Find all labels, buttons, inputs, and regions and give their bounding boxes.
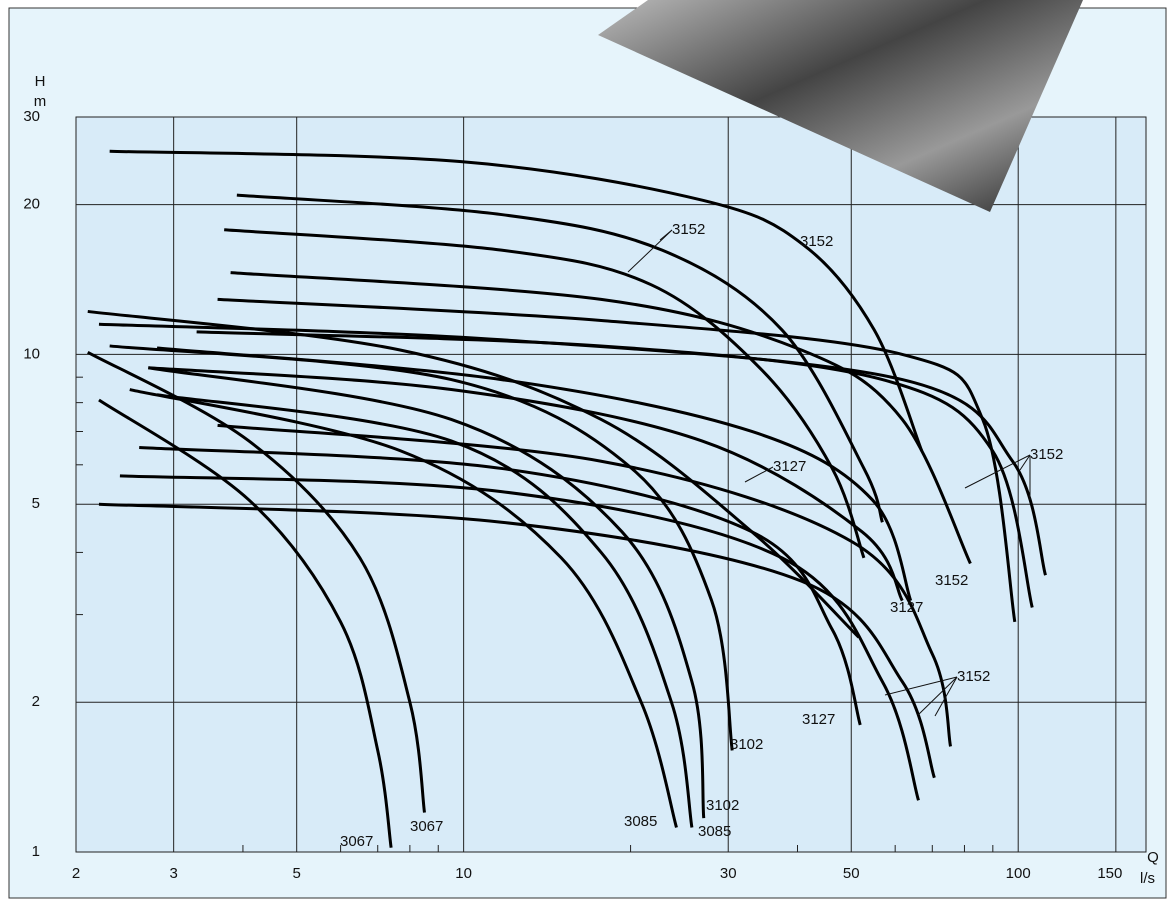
- leader-line: [964, 454, 1031, 489]
- pump-curve: [109, 344, 734, 751]
- leader-line: [1019, 454, 1031, 471]
- curve-label: 3067: [410, 818, 443, 835]
- labels: 2 3 5 10 30 50 100 150 1 2 5 10 20 30 3152 3152 3152 3127…: [23, 108, 1122, 882]
- x-tick-label: 3: [169, 865, 177, 882]
- x-tick-label: 10: [455, 865, 472, 882]
- y-tick-label: 1: [32, 843, 40, 860]
- curve-label: 3127: [890, 599, 923, 616]
- curve-label: 3085: [698, 823, 731, 840]
- curve-label: 3152: [957, 668, 990, 685]
- leader-line: [884, 676, 958, 696]
- pump-curve: [156, 393, 694, 828]
- x-tick-label: 5: [293, 865, 301, 882]
- y-tick-label: 10: [23, 345, 40, 362]
- curve-label: 3102: [730, 736, 763, 753]
- leader-line: [917, 676, 958, 716]
- x-tick-label: 150: [1097, 865, 1122, 882]
- pump-curve: [98, 502, 936, 779]
- pump-curve: [217, 297, 1017, 623]
- y-tick-label: 30: [23, 108, 40, 125]
- plot-area: [75, 116, 1147, 853]
- x-unit: l/s: [1140, 870, 1155, 887]
- leader-line: [934, 676, 958, 717]
- y-tick-label: 20: [23, 196, 40, 213]
- pump-curve: [129, 388, 678, 828]
- y-tick-label: 5: [32, 495, 40, 512]
- pump-curve: [148, 366, 904, 602]
- curve-label: 3127: [802, 711, 835, 728]
- pump-curve: [87, 350, 426, 813]
- pump-curve: [236, 193, 884, 523]
- pump-curve: [217, 423, 952, 747]
- curve-label: 3127: [773, 458, 806, 475]
- pump-curve: [148, 366, 706, 819]
- curve-label: 3152: [935, 572, 968, 589]
- curve-label: 3085: [624, 813, 657, 830]
- curve-label: 3152: [800, 233, 833, 250]
- x-tick-label: 2: [72, 865, 80, 882]
- curve-label: 3152: [1030, 446, 1063, 463]
- y-unit: m: [34, 93, 47, 110]
- photo: [598, 0, 1083, 212]
- x-label: Q: [1147, 849, 1159, 866]
- pump-curve: [196, 330, 1034, 608]
- curve-label: 3152: [672, 221, 705, 238]
- curves: [87, 149, 1047, 848]
- x-tick-label: 30: [720, 865, 737, 882]
- pump-curve: [98, 398, 393, 848]
- pump-curve: [119, 474, 920, 801]
- leader-line: [744, 466, 774, 483]
- leader-line: [627, 229, 673, 273]
- curve-label: 3067: [340, 833, 373, 850]
- x-tick-label: 100: [1006, 865, 1031, 882]
- x-tick-label: 50: [843, 865, 860, 882]
- pump-curve: [109, 149, 924, 452]
- curve-label: 3102: [706, 797, 739, 814]
- y-tick-label: 2: [32, 693, 40, 710]
- pump-curve: [139, 446, 862, 726]
- leader-line: [659, 229, 673, 241]
- y-label: H: [35, 73, 46, 90]
